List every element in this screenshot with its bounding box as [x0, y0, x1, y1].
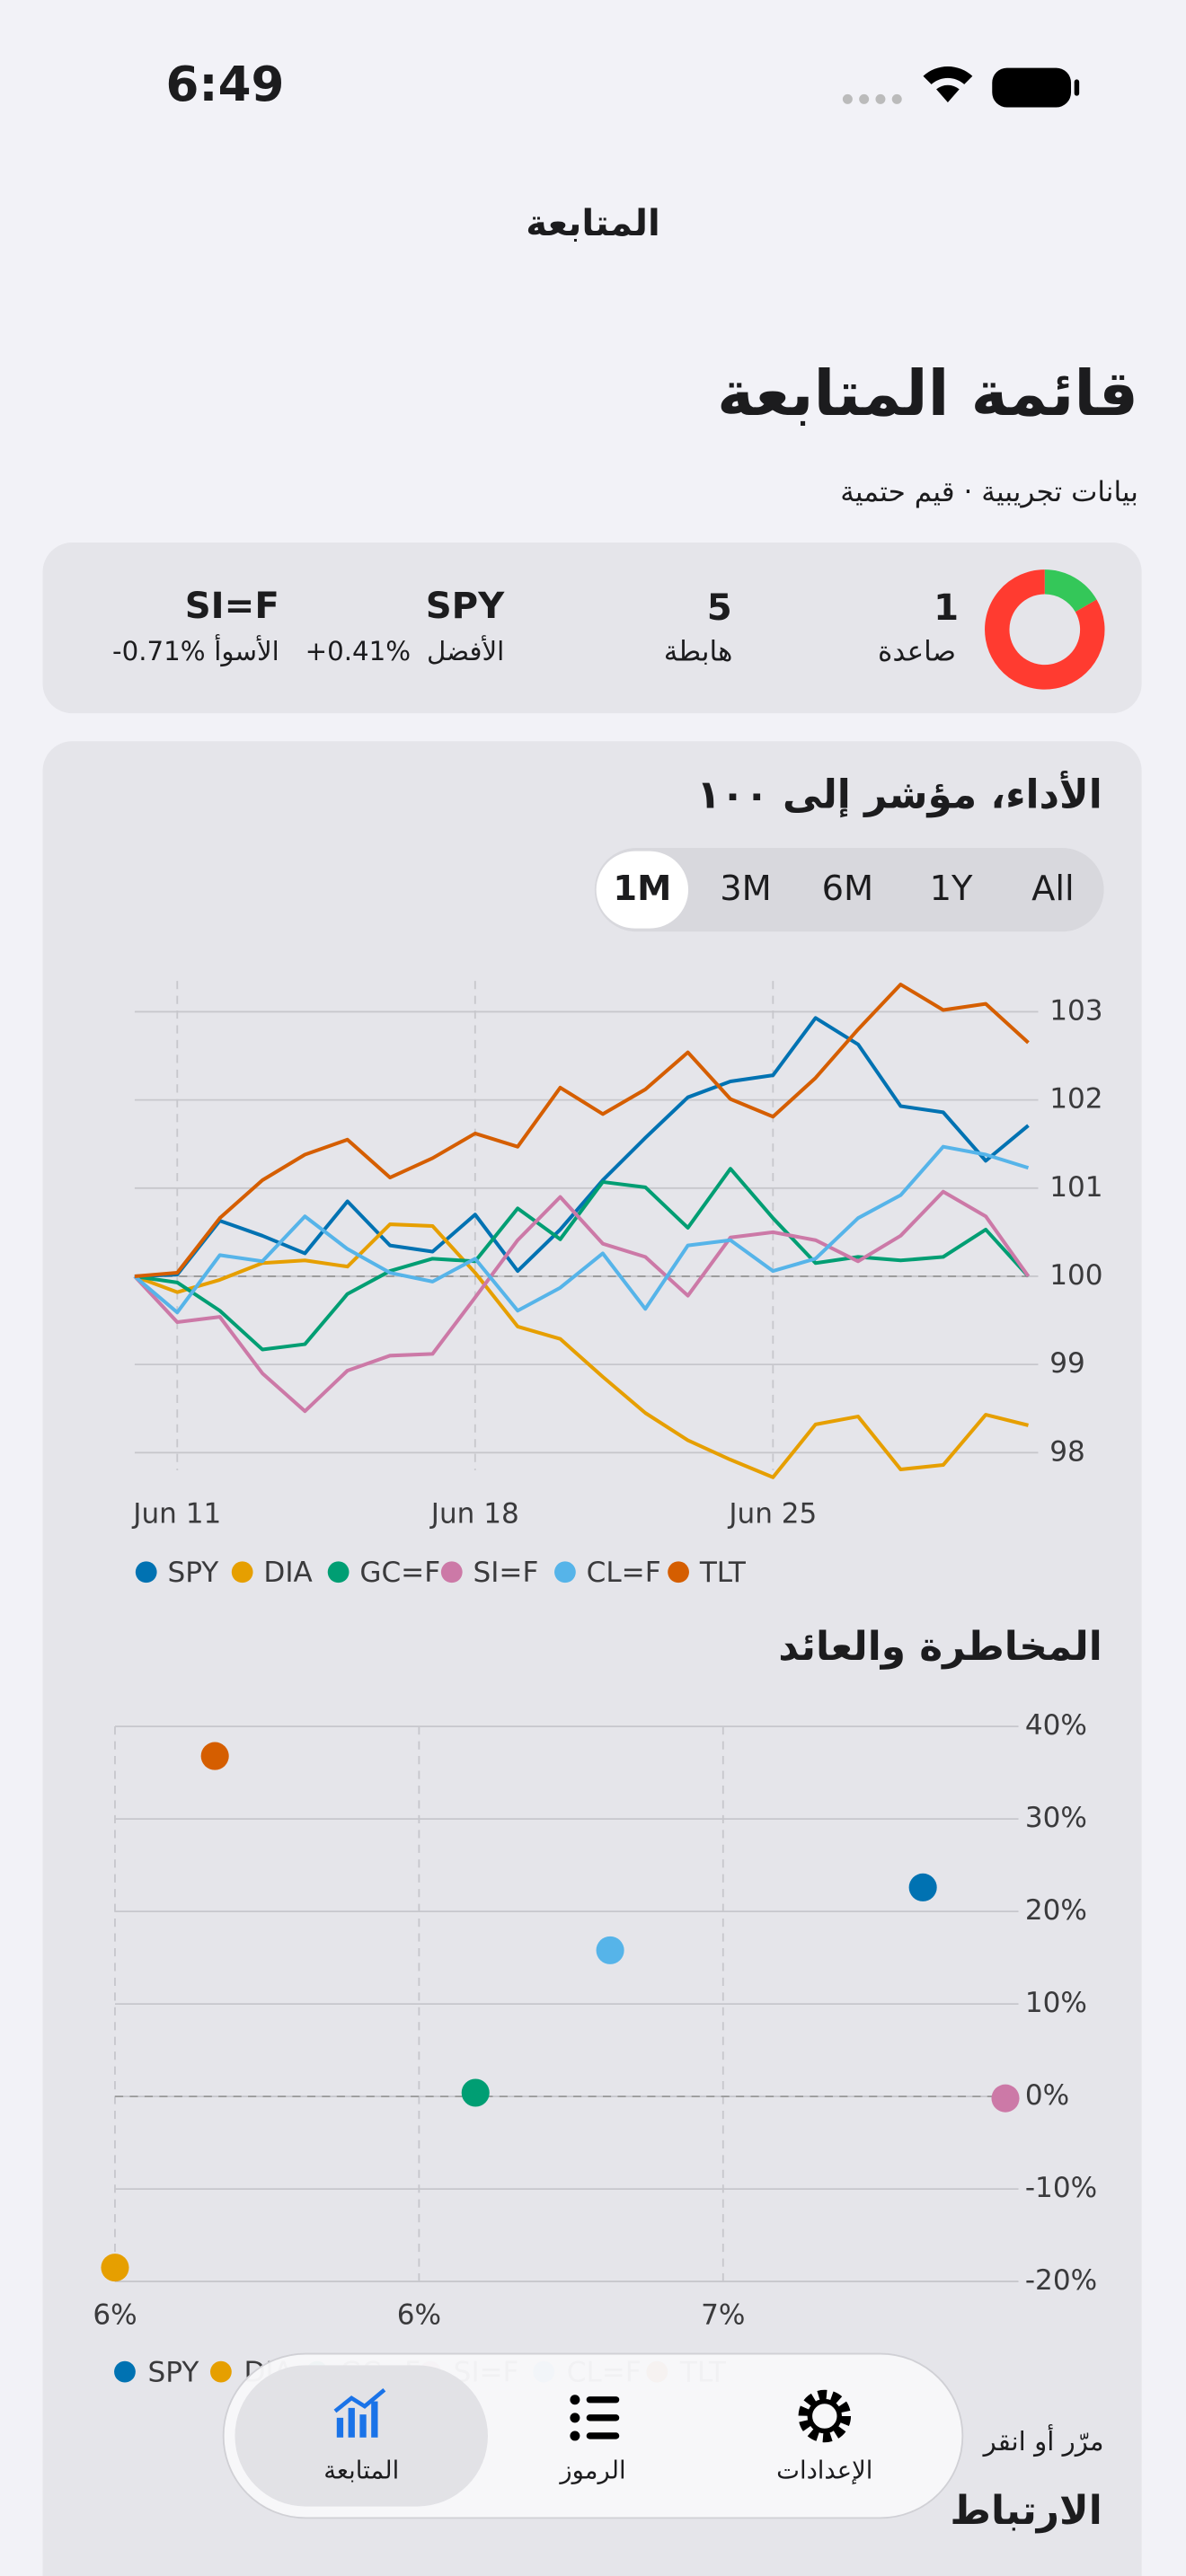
donut-down: [985, 569, 1105, 690]
line-series: [133, 1189, 1031, 1414]
x-tick-label: 6%: [397, 2298, 441, 2331]
range-options: 1M 3M 6M 1Y All: [596, 851, 1075, 929]
range-option[interactable]: 1M: [613, 869, 671, 909]
x-tick-label: 7%: [701, 2298, 745, 2331]
summary-card: [42, 542, 1142, 714]
line-series: [134, 1167, 1030, 1352]
line-series: [134, 1222, 1029, 1479]
y-tick-label: 98: [1049, 1435, 1085, 1468]
range-control: [594, 848, 1104, 932]
legend-dot: [327, 1561, 350, 1584]
correlation-title: الارتباط: [950, 2488, 1102, 2534]
line-chart: 98 99 100 101 102 103 Jun 11 Jun 18 Jun 25 SPY DIA…: [131, 981, 1103, 1589]
range-option[interactable]: 1Y: [930, 869, 973, 909]
legend-label: SI=F: [474, 1557, 539, 1589]
donut: [985, 569, 1105, 690]
y-tick-label: 103: [1049, 994, 1102, 1027]
scatter-point: [461, 2078, 490, 2107]
legend-label: TLT: [699, 1557, 747, 1589]
y-tick-label: 101: [1049, 1171, 1102, 1204]
scatter-point: [200, 1742, 229, 1770]
scatter-chart-title: المخاطرة والعائد: [778, 1624, 1102, 1670]
scatter-point: [596, 1936, 624, 1964]
worst-change: -0.71%: [112, 636, 205, 666]
x-tick-label: 6%: [93, 2298, 137, 2331]
tab-label[interactable]: المتابعة: [323, 2457, 399, 2485]
legend-dot: [668, 1561, 689, 1584]
legend-label: DIA: [263, 1557, 312, 1589]
y-tick-label: 100: [1049, 1259, 1102, 1292]
down-label: هابطة: [664, 635, 733, 667]
up-label: صاعدة: [878, 635, 956, 667]
legend-label: CL=F: [587, 1557, 661, 1589]
tab-icon-watchlist: [333, 2388, 386, 2438]
status-time: 6:49: [166, 57, 285, 112]
y-tick-label: 102: [1049, 1083, 1102, 1116]
y-tick-label: -10%: [1025, 2172, 1097, 2204]
y-tick-label: 99: [1049, 1347, 1085, 1380]
line-series: [134, 1016, 1030, 1278]
tab-label[interactable]: الإعدادات: [776, 2457, 872, 2485]
y-tick-label: 0%: [1025, 2079, 1069, 2112]
best-symbol: SPY: [426, 586, 505, 627]
tab-icon-symbols: [570, 2395, 620, 2441]
worst-label: الأسوأ: [214, 633, 279, 666]
y-tick-label: 30%: [1025, 1802, 1087, 1834]
x-tick-label: Jun 25: [727, 1497, 817, 1530]
nav-title: المتابعة: [526, 203, 660, 244]
y-tick-label: 20%: [1025, 1894, 1087, 1927]
tab-icon-settings: [798, 2389, 852, 2443]
scatter-point: [101, 2254, 129, 2282]
scatter-point: [991, 2084, 1020, 2113]
down-count: 5: [707, 587, 732, 629]
line-series: [133, 1144, 1030, 1315]
legend-dot: [554, 1561, 576, 1584]
x-tick-label: Jun 11: [131, 1497, 221, 1530]
donut-up: [1044, 569, 1097, 613]
legend-label: SPY: [148, 2356, 200, 2388]
y-tick-label: 40%: [1025, 1709, 1087, 1742]
hint: مرّر أو انقر: [982, 2423, 1104, 2457]
range-selected: [596, 851, 689, 929]
tab-bar: المتابعة الرموز الإعدادات: [222, 2352, 964, 2519]
legend-label: GC=F: [359, 1557, 440, 1589]
scatter-point: [908, 1873, 937, 1901]
x-tick-label: Jun 18: [429, 1497, 519, 1530]
range-option[interactable]: 6M: [822, 869, 874, 909]
up-count: 1: [934, 587, 959, 629]
status-icons: [842, 66, 1080, 108]
line-chart-title: الأداء، مؤشر إلى ١٠٠: [696, 770, 1102, 817]
legend-dot: [114, 2360, 136, 2383]
charts-card: [42, 741, 1142, 2576]
best-label: الأفضل: [427, 634, 504, 666]
y-tick-label: 10%: [1025, 1987, 1087, 2019]
legend-dot: [231, 1561, 253, 1584]
page-title: قائمة المتابعة: [717, 358, 1138, 430]
range-option[interactable]: 3M: [720, 869, 772, 909]
worst-symbol: SI=F: [185, 586, 279, 627]
range-option[interactable]: All: [1031, 869, 1075, 909]
y-tick-label: -20%: [1025, 2264, 1097, 2297]
line-series: [134, 983, 1030, 1278]
best-change: +0.41%: [305, 636, 411, 666]
legend-dot: [440, 1561, 463, 1584]
tab-label[interactable]: الرموز: [558, 2457, 625, 2485]
legend-dot: [210, 2360, 232, 2383]
legend-label: SPY: [167, 1557, 219, 1589]
legend-dot: [135, 1561, 157, 1584]
page-subtitle: بيانات تجريبية · قيم حتمية: [840, 476, 1138, 508]
